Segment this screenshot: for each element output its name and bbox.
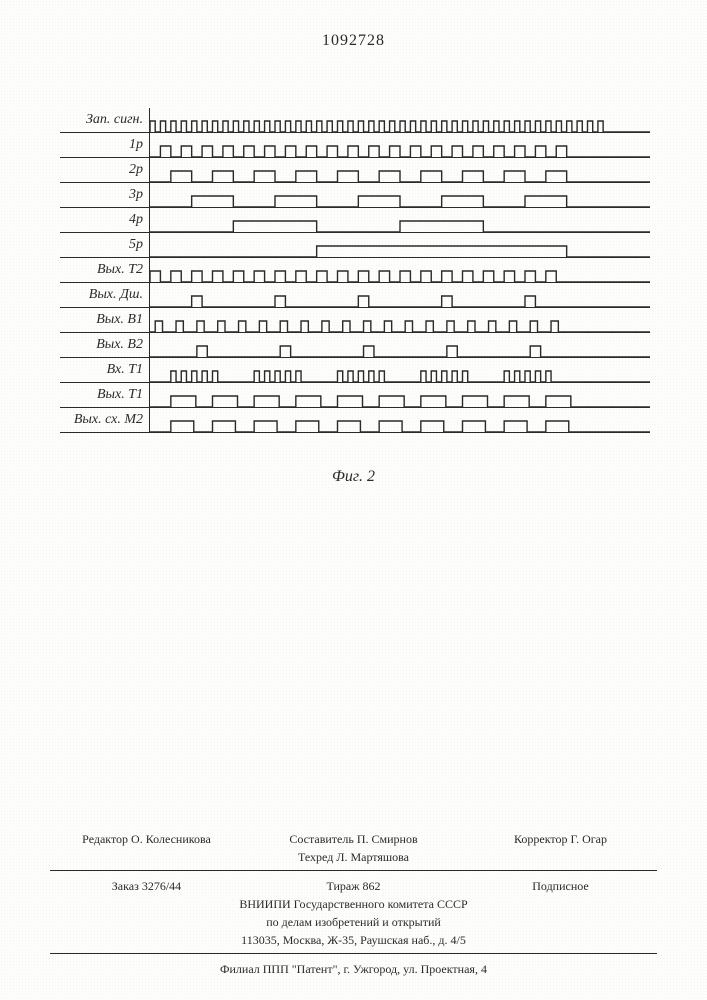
techred-name: Л. Мартяшова <box>336 850 409 864</box>
compiler-label: Составитель <box>289 832 353 846</box>
compiler-name: П. Смирнов <box>357 832 418 846</box>
timing-row: Вых. В2 <box>60 333 650 358</box>
colophon-print: Заказ 3276/44 Тираж 862 Подписное <box>50 877 657 895</box>
signal-waveform <box>150 308 650 332</box>
signal-label: 1р <box>60 133 150 157</box>
signal-waveform <box>150 208 650 232</box>
signal-waveform <box>150 158 650 182</box>
signal-label: Вых. В2 <box>60 333 150 357</box>
timing-row: Вх. Т1 <box>60 358 650 383</box>
timing-row: Вых. сх. М2 <box>60 408 650 433</box>
timing-row: Вых. Дш. <box>60 283 650 308</box>
publisher-dept: по делам изобретений и открытий <box>50 913 657 931</box>
timing-diagram: Зап. сигн.1р2р3р4р5рВых. Т2Вых. Дш.Вых. … <box>60 108 650 433</box>
order-number: Заказ 3276/44 <box>50 877 243 895</box>
signal-label: 4р <box>60 208 150 232</box>
timing-row: Вых. В1 <box>60 308 650 333</box>
subscription: Подписное <box>464 877 657 895</box>
signal-waveform <box>150 183 650 207</box>
timing-row: Зап. сигн. <box>60 108 650 133</box>
signal-label: Зап. сигн. <box>60 108 150 132</box>
publisher-org: ВНИИПИ Государственного комитета СССР <box>50 895 657 913</box>
timing-row: Вых. Т1 <box>60 383 650 408</box>
signal-label: Вых. сх. М2 <box>60 408 150 432</box>
signal-label: Вых. В1 <box>60 308 150 332</box>
colophon: Редактор О. Колесникова Составитель П. С… <box>50 830 657 978</box>
signal-label: 3р <box>60 183 150 207</box>
signal-waveform <box>150 383 650 407</box>
signal-waveform <box>150 283 650 307</box>
timing-row: 4р <box>60 208 650 233</box>
colophon-roles: Редактор О. Колесникова Составитель П. С… <box>50 830 657 866</box>
signal-waveform <box>150 258 650 282</box>
timing-row: 1р <box>60 133 650 158</box>
timing-row: 2р <box>60 158 650 183</box>
signal-waveform <box>150 333 650 357</box>
corrector-label: Корректор <box>514 832 568 846</box>
signal-waveform <box>150 133 650 157</box>
print-run: Тираж 862 <box>257 877 450 895</box>
timing-row: 5р <box>60 233 650 258</box>
signal-waveform <box>150 408 650 432</box>
signal-label: Вых. Дш. <box>60 283 150 307</box>
publisher-address: 113035, Москва, Ж-35, Раушская наб., д. … <box>50 931 657 949</box>
signal-label: 2р <box>60 158 150 182</box>
signal-waveform <box>150 233 650 257</box>
signal-label: 5р <box>60 233 150 257</box>
signal-waveform <box>150 358 650 382</box>
editor-label: Редактор <box>82 832 128 846</box>
branch-address: Филиал ППП "Патент", г. Ужгород, ул. Про… <box>50 960 657 978</box>
figure-caption: Фиг. 2 <box>0 468 707 486</box>
techred-label: Техред <box>298 850 333 864</box>
timing-row: Вых. Т2 <box>60 258 650 283</box>
timing-row: 3р <box>60 183 650 208</box>
signal-label: Вых. Т2 <box>60 258 150 282</box>
signal-label: Вх. Т1 <box>60 358 150 382</box>
signal-label: Вых. Т1 <box>60 383 150 407</box>
patent-number: 1092728 <box>0 32 707 50</box>
editor-name: О. Колесникова <box>131 832 211 846</box>
signal-waveform <box>150 108 650 132</box>
corrector-name: Г. Огар <box>571 832 608 846</box>
